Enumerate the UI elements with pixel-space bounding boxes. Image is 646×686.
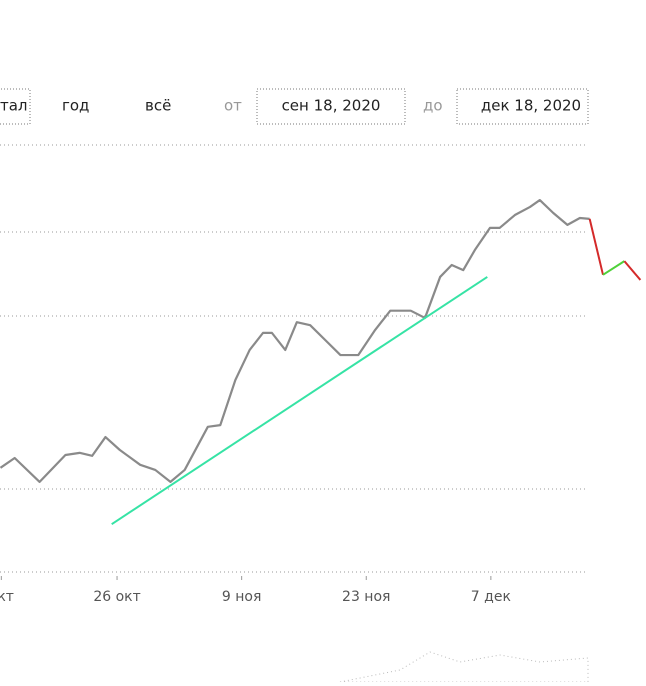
x-tick-label: окт xyxy=(0,589,14,605)
line xyxy=(0,198,590,484)
date-input-frame xyxy=(456,88,589,125)
navigator-preview xyxy=(339,651,589,683)
line xyxy=(602,260,625,276)
date-input-frame xyxy=(256,88,406,125)
line xyxy=(623,260,642,281)
period-button[interactable]: год xyxy=(62,97,89,115)
from-label: от xyxy=(224,97,242,115)
x-tick-label: 9 ноя xyxy=(222,589,262,605)
x-tick-label: 23 ноя xyxy=(342,589,390,605)
to-label: до xyxy=(423,97,443,115)
x-tick-label: 26 окт xyxy=(93,589,140,605)
period-button[interactable]: всё xyxy=(145,97,171,115)
period-button[interactable]: тал xyxy=(0,97,28,115)
button-frame xyxy=(0,88,31,125)
from-date[interactable]: сен 18, 2020 xyxy=(282,97,381,115)
line xyxy=(588,218,604,276)
line xyxy=(111,276,488,526)
x-tick-label: 7 дек xyxy=(471,589,511,605)
to-date[interactable]: дек 18, 2020 xyxy=(481,97,581,115)
